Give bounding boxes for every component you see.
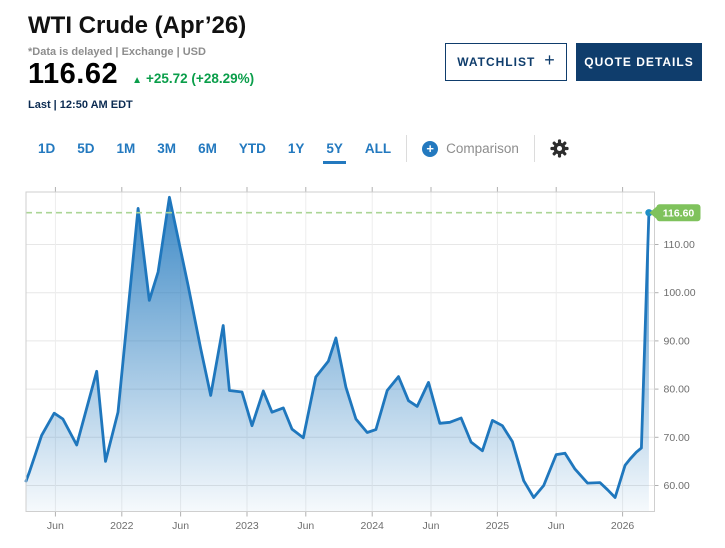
chart-toolbar: 1D 5D 1M 3M 6M YTD 1Y 5Y ALL + Comparison	[38, 135, 569, 164]
watchlist-plus-icon: +	[544, 50, 555, 70]
range-tab-3m[interactable]: 3M	[157, 141, 177, 156]
comparison-button[interactable]: + Comparison	[422, 140, 519, 157]
y-axis-label: 70.00	[664, 432, 690, 444]
price-row: 116.62 ▲ +25.72 (+28.29%)	[28, 60, 254, 89]
chart-settings-button[interactable]	[550, 139, 569, 158]
watchlist-button[interactable]: WATCHLIST +	[445, 43, 567, 81]
y-axis-label: 80.00	[664, 384, 690, 396]
range-tab-6m[interactable]: 6M	[198, 141, 217, 156]
toolbar-divider	[406, 135, 408, 162]
comparison-plus-icon: +	[422, 140, 439, 157]
x-axis-label: Jun	[47, 520, 64, 532]
range-tab-1m[interactable]: 1M	[116, 141, 136, 156]
range-tab-ytd[interactable]: YTD	[238, 141, 266, 156]
range-tab-5y[interactable]: 5Y	[323, 141, 346, 164]
y-axis-label: 100.00	[664, 287, 696, 299]
range-tab-1y[interactable]: 1Y	[287, 141, 305, 156]
current-price-badge-label: 116.60	[663, 208, 695, 220]
price-area	[26, 197, 649, 512]
price-change-text: +25.72 (+28.29%)	[146, 71, 255, 86]
comparison-label: Comparison	[446, 141, 519, 156]
quote-details-button[interactable]: QUOTE DETAILS	[576, 43, 702, 81]
y-axis-label: 110.00	[664, 239, 695, 251]
current-price-badge	[656, 204, 701, 222]
y-axis-label: 90.00	[664, 335, 690, 347]
range-tabs: 1D 5D 1M 3M 6M YTD 1Y 5Y ALL	[38, 141, 392, 164]
x-axis-label: Jun	[548, 520, 565, 532]
range-tab-all[interactable]: ALL	[364, 141, 392, 156]
watchlist-button-label: WATCHLIST	[457, 55, 536, 69]
range-tab-5d[interactable]: 5D	[77, 141, 95, 156]
x-axis-label: 2024	[361, 520, 385, 532]
range-tab-1d[interactable]: 1D	[38, 141, 56, 156]
quote-meta: *Data is delayed | Exchange | USD	[28, 46, 206, 58]
price-chart[interactable]: 60.00 70.00 80.00 90.00 100.00 110.00 Jun 2022 J…	[0, 170, 725, 548]
plot-border	[25, 191, 655, 512]
x-axis-label: Jun	[172, 520, 189, 532]
last-timestamp: Last | 12:50 AM EDT	[28, 99, 133, 111]
page-title: WTI Crude (Apr’26)	[28, 12, 247, 39]
x-axis-label: Jun	[297, 520, 314, 532]
toolbar-divider	[533, 135, 535, 162]
gear-icon	[550, 139, 569, 158]
last-price: 116.62	[28, 58, 119, 90]
last-price-dot	[645, 209, 653, 217]
x-axis-label: 2025	[486, 520, 510, 532]
price-line	[24, 195, 651, 499]
y-axis-label: 60.00	[664, 480, 690, 492]
x-axis-label: Jun	[423, 520, 440, 532]
quote-details-button-label: QUOTE DETAILS	[584, 55, 694, 69]
price-badge-pointer	[649, 206, 657, 220]
price-change: ▲ +25.72 (+28.29%)	[132, 71, 254, 89]
x-axis-label: 2023	[235, 520, 259, 532]
up-arrow-icon: ▲	[132, 75, 143, 86]
x-axis-label: 2022	[110, 520, 134, 532]
x-axis-label: 2026	[611, 520, 635, 532]
